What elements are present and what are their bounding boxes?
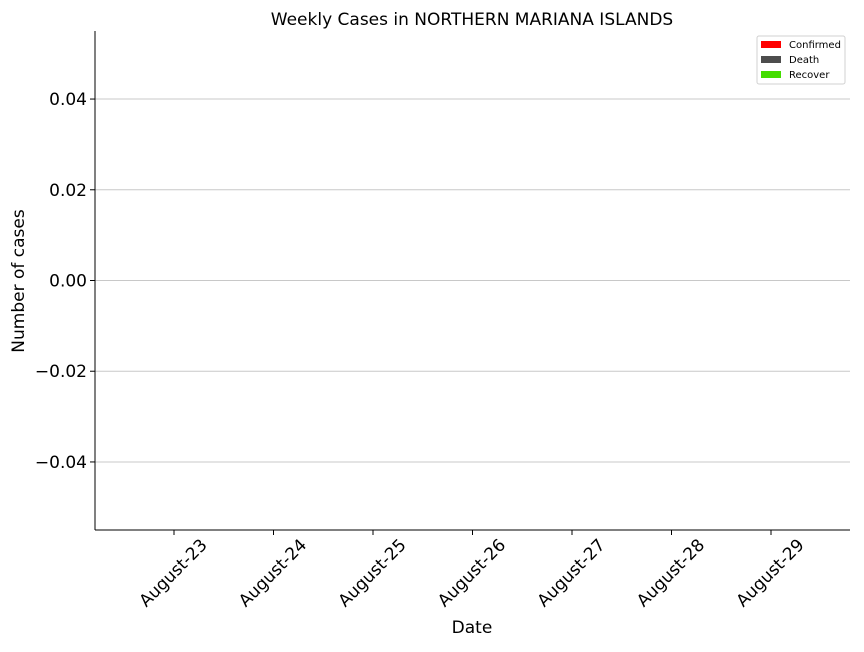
- legend-label-recover: Recover: [789, 70, 830, 81]
- legend-swatch-recover: [761, 71, 781, 78]
- legend-swatch-death: [761, 56, 781, 63]
- x-tick-label: August-23: [136, 535, 212, 611]
- x-tick-label: August-24: [235, 535, 311, 611]
- x-tick-label: August-28: [633, 535, 709, 611]
- y-tick-label: 0.00: [49, 272, 87, 292]
- legend-label-death: Death: [789, 55, 819, 66]
- y-tick-label: −0.04: [35, 453, 87, 473]
- legend: Confirmed Death Recover: [756, 35, 846, 85]
- x-tick-label: August-29: [733, 535, 809, 611]
- x-tick-label: August-26: [434, 535, 510, 611]
- x-tick-labels: August-23 August-24 August-25 August-26 Augu…: [136, 535, 809, 611]
- x-axis-title: Date: [452, 618, 493, 638]
- x-tick-label: August-27: [534, 535, 610, 611]
- legend-swatch-confirmed: [761, 41, 781, 48]
- grid-lines: [95, 98, 850, 463]
- x-tick-label: August-25: [335, 535, 411, 611]
- y-tick-labels: 0.04 0.02 0.00 −0.02 −0.04: [35, 90, 87, 473]
- y-tick-label: −0.02: [35, 362, 87, 382]
- chart-title: Weekly Cases in NORTHERN MARIANA ISLANDS: [271, 10, 673, 30]
- y-tick-label: 0.02: [49, 181, 87, 201]
- axes: [90, 31, 850, 535]
- y-tick-label: 0.04: [49, 90, 87, 110]
- legend-label-confirmed: Confirmed: [789, 40, 841, 51]
- y-axis-title: Number of cases: [9, 209, 29, 353]
